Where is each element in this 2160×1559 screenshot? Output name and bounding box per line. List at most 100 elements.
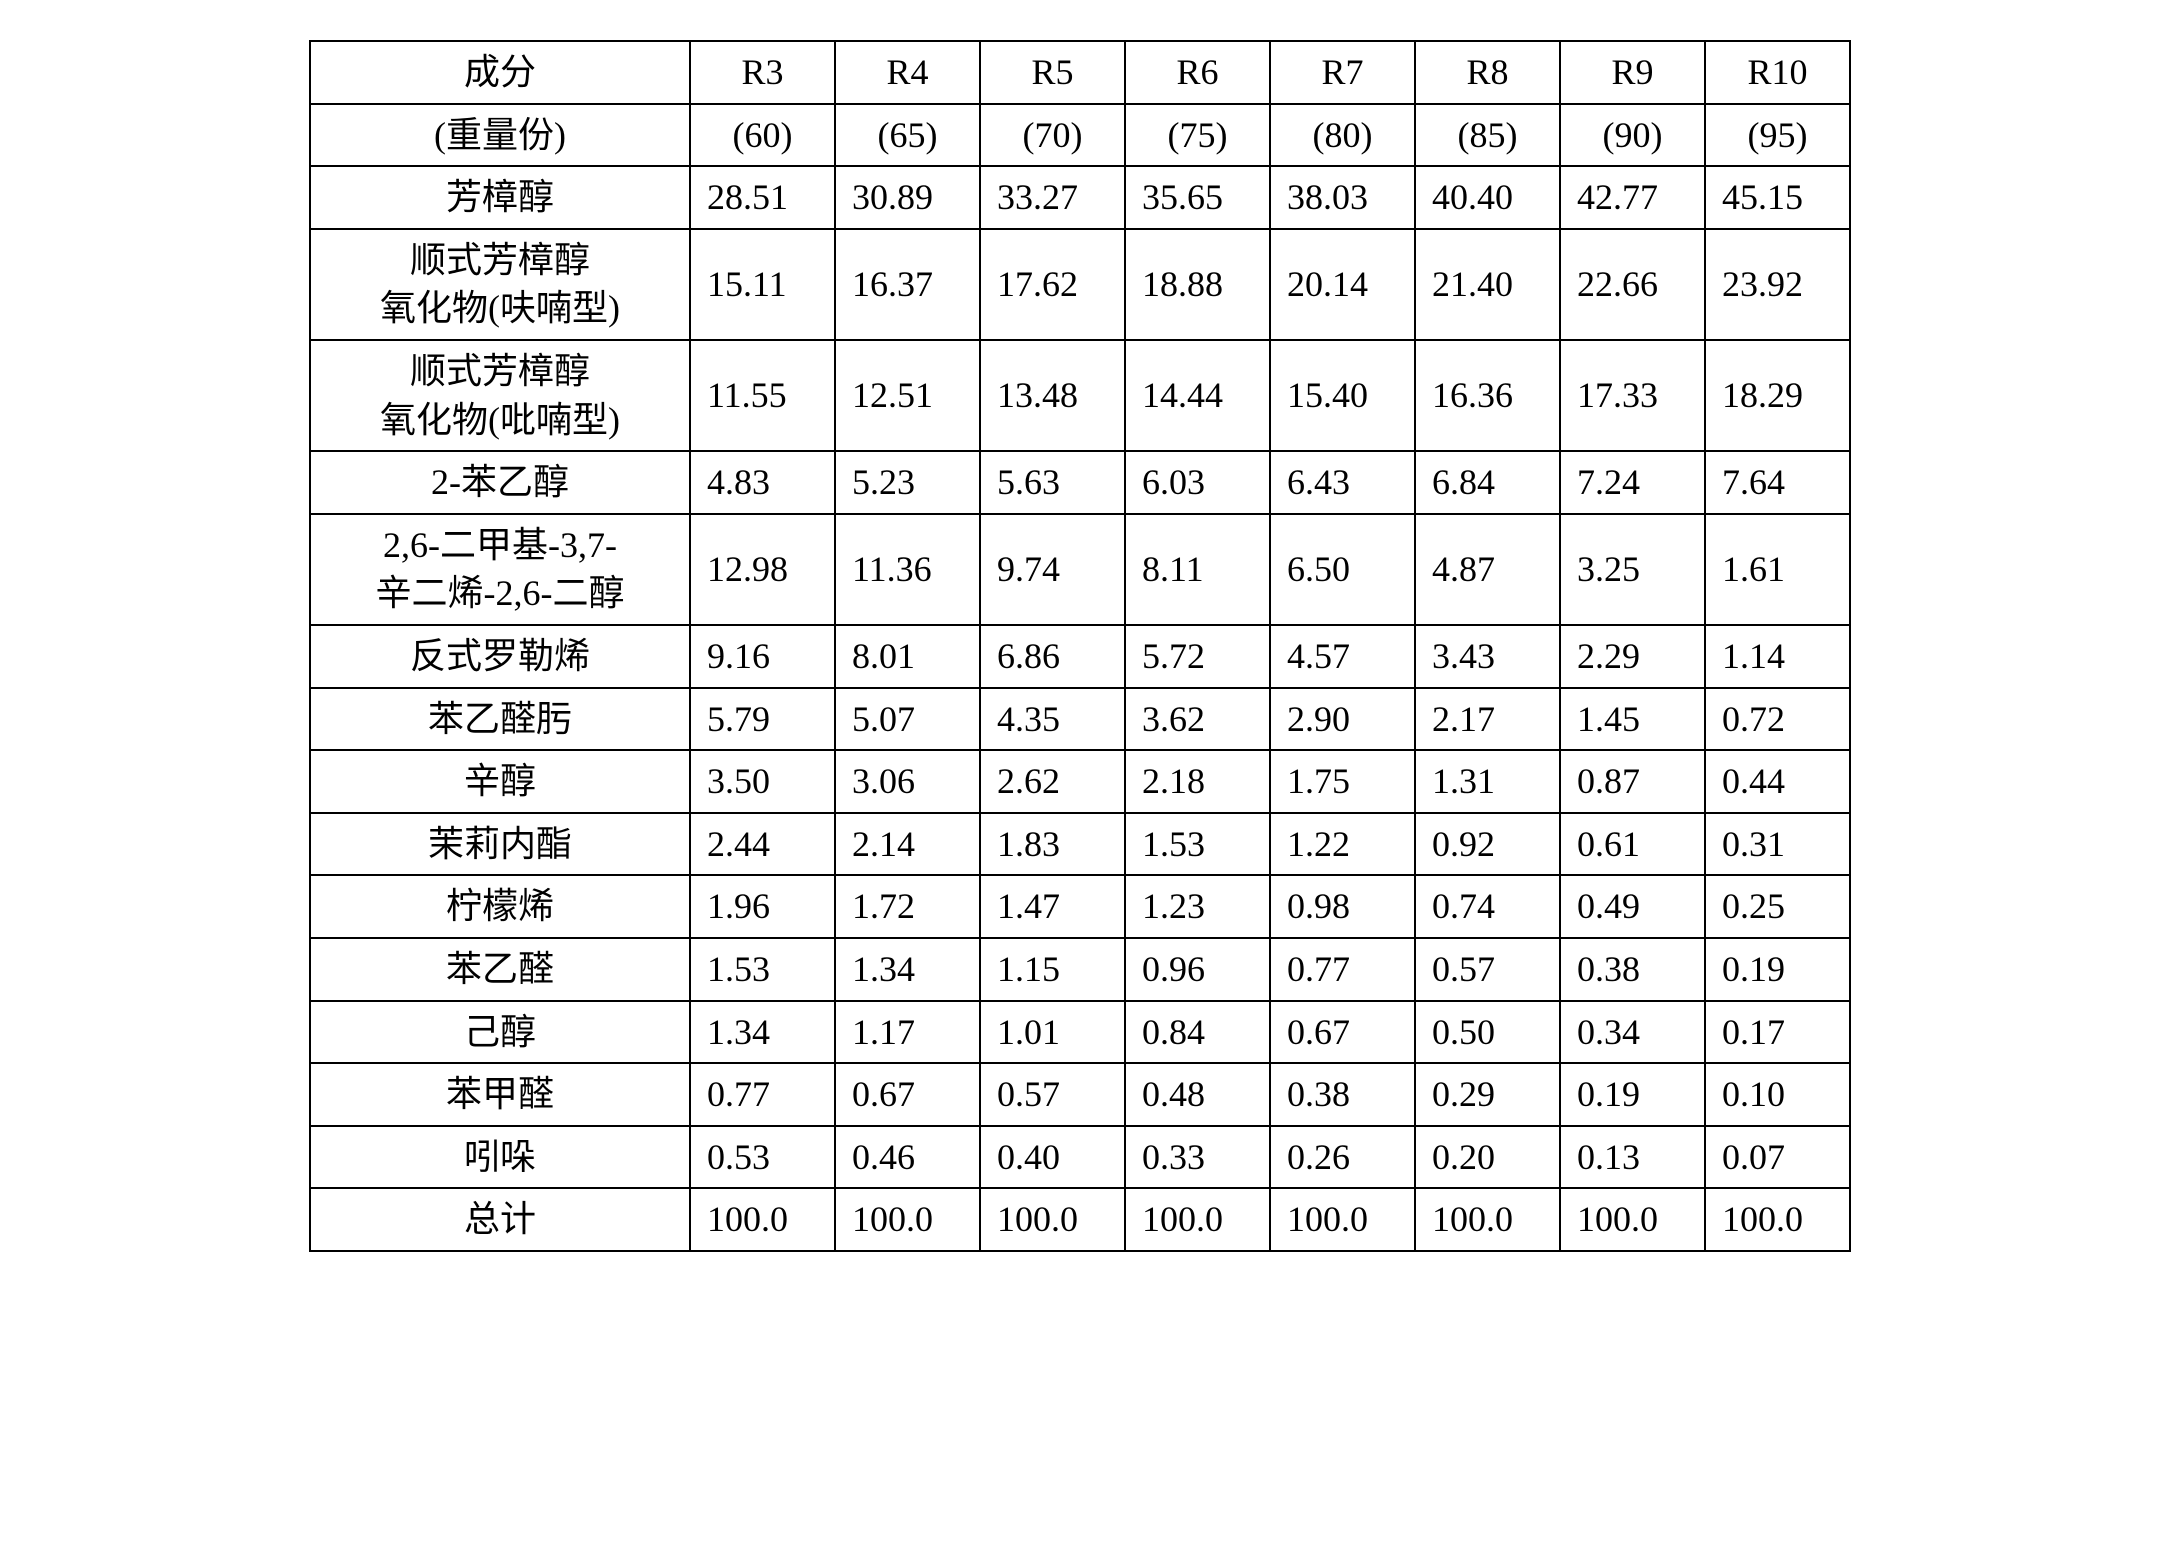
row-label-line: 2,6-二甲基-3,7- (383, 525, 617, 565)
composition-table: 成分 R3 R4 R5 R6 R7 R8 R9 R10 (重量份) (60) (… (309, 40, 1851, 1252)
row-label: 己醇 (310, 1001, 690, 1064)
data-cell: 11.55 (690, 340, 835, 451)
data-cell: 18.29 (1705, 340, 1850, 451)
header-label-line1: 成分 (310, 41, 690, 104)
data-cell: 5.72 (1125, 625, 1270, 688)
table-row: 苯乙醛1.531.341.150.960.770.570.380.19 (310, 938, 1850, 1001)
data-cell: 5.63 (980, 451, 1125, 514)
data-cell: 1.96 (690, 875, 835, 938)
data-cell: 0.77 (690, 1063, 835, 1126)
data-cell: 13.48 (980, 340, 1125, 451)
row-label: 2-苯乙醇 (310, 451, 690, 514)
data-cell: 0.33 (1125, 1126, 1270, 1189)
data-cell: 0.38 (1270, 1063, 1415, 1126)
data-cell: 0.50 (1415, 1001, 1560, 1064)
table-row: 总计100.0100.0100.0100.0100.0100.0100.0100… (310, 1188, 1850, 1251)
data-cell: 7.24 (1560, 451, 1705, 514)
row-label: 2,6-二甲基-3,7-辛二烯-2,6-二醇 (310, 514, 690, 625)
table-row: 己醇1.341.171.010.840.670.500.340.17 (310, 1001, 1850, 1064)
row-label: 吲哚 (310, 1126, 690, 1189)
data-cell: 0.53 (690, 1126, 835, 1189)
table-header-row-1: 成分 R3 R4 R5 R6 R7 R8 R9 R10 (310, 41, 1850, 104)
data-cell: 0.29 (1415, 1063, 1560, 1126)
data-cell: 22.66 (1560, 229, 1705, 340)
data-cell: 9.16 (690, 625, 835, 688)
table-row: 辛醇3.503.062.622.181.751.310.870.44 (310, 750, 1850, 813)
col-header-name: R4 (835, 41, 980, 104)
row-label-line: 苯甲醛 (446, 1074, 554, 1114)
col-header-weight: (75) (1125, 104, 1270, 167)
data-cell: 30.89 (835, 166, 980, 229)
data-cell: 21.40 (1415, 229, 1560, 340)
data-cell: 2.44 (690, 813, 835, 876)
data-cell: 4.87 (1415, 514, 1560, 625)
data-cell: 12.51 (835, 340, 980, 451)
col-header-name: R8 (1415, 41, 1560, 104)
data-cell: 1.34 (835, 938, 980, 1001)
data-cell: 0.67 (1270, 1001, 1415, 1064)
data-cell: 45.15 (1705, 166, 1850, 229)
row-label: 苯乙醛肟 (310, 688, 690, 751)
data-cell: 2.18 (1125, 750, 1270, 813)
data-cell: 8.01 (835, 625, 980, 688)
data-cell: 0.57 (1415, 938, 1560, 1001)
data-cell: 1.23 (1125, 875, 1270, 938)
data-cell: 3.25 (1560, 514, 1705, 625)
row-label-line: 辛醇 (464, 761, 536, 801)
data-cell: 3.06 (835, 750, 980, 813)
data-cell: 42.77 (1560, 166, 1705, 229)
data-cell: 0.17 (1705, 1001, 1850, 1064)
data-cell: 100.0 (690, 1188, 835, 1251)
data-cell: 0.48 (1125, 1063, 1270, 1126)
data-cell: 8.11 (1125, 514, 1270, 625)
col-header-weight: (65) (835, 104, 980, 167)
data-cell: 1.45 (1560, 688, 1705, 751)
data-cell: 33.27 (980, 166, 1125, 229)
data-cell: 100.0 (835, 1188, 980, 1251)
row-label-line: 吲哚 (464, 1137, 536, 1177)
data-cell: 2.14 (835, 813, 980, 876)
row-label-line: 柠檬烯 (446, 886, 554, 926)
row-label-line: 苯乙醛 (446, 949, 554, 989)
data-cell: 0.74 (1415, 875, 1560, 938)
data-cell: 0.31 (1705, 813, 1850, 876)
data-cell: 6.86 (980, 625, 1125, 688)
data-cell: 2.17 (1415, 688, 1560, 751)
row-label-line: 顺式芳樟醇 (410, 240, 590, 280)
col-header-weight: (80) (1270, 104, 1415, 167)
row-label-line: 顺式芳樟醇 (410, 351, 590, 391)
row-label: 柠檬烯 (310, 875, 690, 938)
data-cell: 15.11 (690, 229, 835, 340)
data-cell: 5.07 (835, 688, 980, 751)
row-label: 苯甲醛 (310, 1063, 690, 1126)
row-label: 辛醇 (310, 750, 690, 813)
row-label: 芳樟醇 (310, 166, 690, 229)
data-cell: 12.98 (690, 514, 835, 625)
row-label-line: 反式罗勒烯 (410, 636, 590, 676)
data-cell: 1.53 (1125, 813, 1270, 876)
data-cell: 14.44 (1125, 340, 1270, 451)
data-cell: 0.61 (1560, 813, 1705, 876)
col-header-weight: (60) (690, 104, 835, 167)
data-cell: 1.31 (1415, 750, 1560, 813)
data-cell: 0.19 (1705, 938, 1850, 1001)
data-cell: 11.36 (835, 514, 980, 625)
data-cell: 5.23 (835, 451, 980, 514)
data-cell: 40.40 (1415, 166, 1560, 229)
data-cell: 3.50 (690, 750, 835, 813)
row-label-line: 氧化物(呋喃型) (380, 288, 620, 328)
row-label: 顺式芳樟醇氧化物(呋喃型) (310, 229, 690, 340)
data-cell: 1.75 (1270, 750, 1415, 813)
data-cell: 7.64 (1705, 451, 1850, 514)
data-cell: 17.62 (980, 229, 1125, 340)
col-header-weight: (85) (1415, 104, 1560, 167)
data-cell: 0.84 (1125, 1001, 1270, 1064)
data-cell: 1.01 (980, 1001, 1125, 1064)
data-cell: 3.43 (1415, 625, 1560, 688)
data-cell: 0.87 (1560, 750, 1705, 813)
col-header-name: R3 (690, 41, 835, 104)
data-cell: 17.33 (1560, 340, 1705, 451)
data-cell: 0.20 (1415, 1126, 1560, 1189)
col-header-weight: (90) (1560, 104, 1705, 167)
data-cell: 1.22 (1270, 813, 1415, 876)
